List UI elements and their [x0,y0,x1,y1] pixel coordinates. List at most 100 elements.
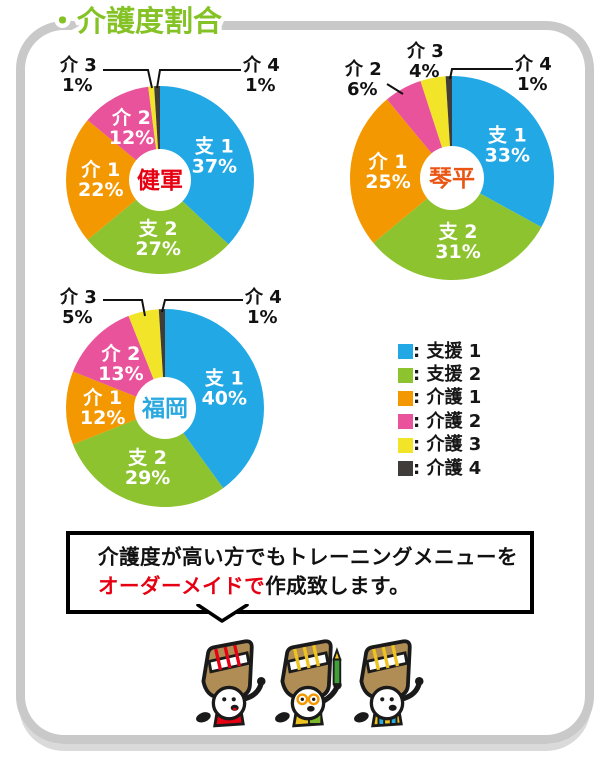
mascot-eye [300,697,305,701]
pie-chart-kengun: 支 1 37% 支 2 27% 介 1 22% 介 2 12% 介 3 1% 介 4 1% 健軍 [45,48,290,283]
note-line-2: オーダーメイドで作成致します。 [98,572,530,601]
mascot-mouth [388,704,397,711]
mascot-eye [222,697,227,702]
callout-label: 介 3 5% [59,286,97,328]
slice-label: 支 2 31% [435,221,480,263]
legend-label: : 介護 3 [413,434,482,456]
legend-item-3: : 介護 1 [398,387,481,410]
slice-label: 介 1 12% [80,386,125,429]
pie-chart-kotohira-svg: 支 1 33% 支 2 31% 介 1 25% 介 2 6% 介 3 4% 介 4 1% 琴平 [344,40,554,280]
legend-label: : 支援 2 [413,364,482,386]
callout-label: 介 2 6% [344,58,382,100]
slice-label: 介 1 25% [365,150,410,193]
donut-hole [129,149,191,211]
pie-slice-2 [373,178,542,280]
mascot-laces [214,644,242,671]
slice-label: 支 1 37% [192,135,237,177]
callout-label: 介 3 1% [59,54,97,96]
slice-label: 支 1 33% [485,124,530,166]
mascot-face [369,685,405,721]
mascot-eye [231,697,236,702]
chart-legend: : 支援 1: 支援 2: 介護 1: 介護 2: 介護 3: 介護 4 [398,340,481,480]
callout-label: 介 3 4% [406,40,444,82]
mascot-glasses [296,693,309,706]
mascot-pencil [332,658,342,686]
donut-hole [420,146,484,210]
mascot-foot [196,712,211,723]
legend-swatch [398,461,413,477]
note-line-1: 介護度が高い方でもトレーニングメニューを [98,545,518,569]
mascot-group [192,637,424,735]
mascot-foot [354,712,369,723]
mascot-tongue [232,708,237,711]
mascot-foot [275,712,290,723]
callout-line [449,68,513,80]
mascot-laces [293,644,321,671]
legend-item-6: : 介護 4 [398,457,481,480]
legend-swatch [398,414,413,430]
slice-label: 支 2 27% [135,218,180,260]
page-title-outline: ・介護度割合 [43,0,226,42]
legend-label: : 介護 4 [413,457,482,479]
legend-swatch [398,390,413,406]
page-title-text: ・介護度割合 [48,4,223,38]
pie-center-label: 琴平 [429,166,475,192]
legend-label: : 支援 1 [413,340,482,362]
pie-chart-kotohira: 支 1 33% 支 2 31% 介 1 25% 介 2 6% 介 3 4% 介 4 1% 琴平 [335,38,570,286]
pie-slice-3 [66,371,165,445]
legend-label: : 介護 1 [413,387,482,409]
legend-swatch [398,344,413,360]
callout-line [103,299,146,317]
callout-line [156,69,241,89]
pie-slice-2 [72,408,224,507]
pie-slice-2 [87,180,229,274]
mascot-glasses [307,693,320,706]
slice-label: 介 2 12% [109,106,154,149]
pie-chart-kengun-svg: 支 1 37% 支 2 27% 介 1 22% 介 2 12% 介 3 1% 介 4 1% 健軍 [59,54,280,274]
donut-hole [134,377,196,439]
callout-line [386,83,404,95]
page-frame [16,21,594,744]
pie-slice-3 [350,99,452,244]
pie-slice-1 [160,86,254,245]
legend-swatch [398,367,413,383]
mascot-eye [311,697,316,701]
mascot-laces [372,644,400,671]
mascot-eye [380,697,385,702]
mascot-red-scarf [192,637,266,735]
mascot-eye [389,697,394,702]
legend-item-5: : 介護 3 [398,434,481,457]
callout-line [103,69,153,89]
pie-slice-4 [72,315,165,408]
mascot-face [290,685,326,721]
mascot-hand [414,676,424,686]
legend-item-2: : 支援 2 [398,363,481,386]
note-line-2-red: オーダーメイドで [98,574,266,598]
mascot-mouth [307,705,315,712]
pie-chart-fukuoka-svg: 支 1 40% 支 2 29%介 1 12%介 2 13%介 3 5% 介 4 1% 福岡 [59,286,282,507]
legend-label: : 介護 2 [413,410,482,432]
mascot-pencil-tip [332,647,342,661]
callout-label: 介 4 1% [244,286,282,328]
slice-label: 支 2 29% [125,447,170,489]
slice-label: 介 2 13% [98,342,143,385]
legend-swatch [398,437,413,453]
callout-label: 介 4 1% [242,54,280,96]
legend-item-1: : 支援 1 [398,340,481,363]
callout-label: 介 4 1% [514,53,552,95]
slice-label: 支 1 40% [202,368,247,410]
pie-center-label: 福岡 [141,396,188,422]
slice-label: 介 1 22% [78,158,123,201]
pie-slice-1 [165,309,264,489]
mascot-yellow-vest [350,637,424,735]
mascot-hand [256,676,266,686]
page-title: ・介護度割合 ・介護度割合 [43,0,226,42]
pie-slice-3 [66,120,160,240]
note-bubble-tail [196,604,249,623]
mascot-face [211,685,247,721]
legend-item-4: : 介護 2 [398,410,481,433]
mascot-glasses-pencil [271,637,345,735]
callout-line [161,299,243,313]
pie-chart-fukuoka: 支 1 40% 支 2 29% 介 1 12% 介 2 13% 介 3 5% 介 4 1% 福岡 [50,282,282,519]
note-line-2-black: 作成致します。 [265,574,411,598]
